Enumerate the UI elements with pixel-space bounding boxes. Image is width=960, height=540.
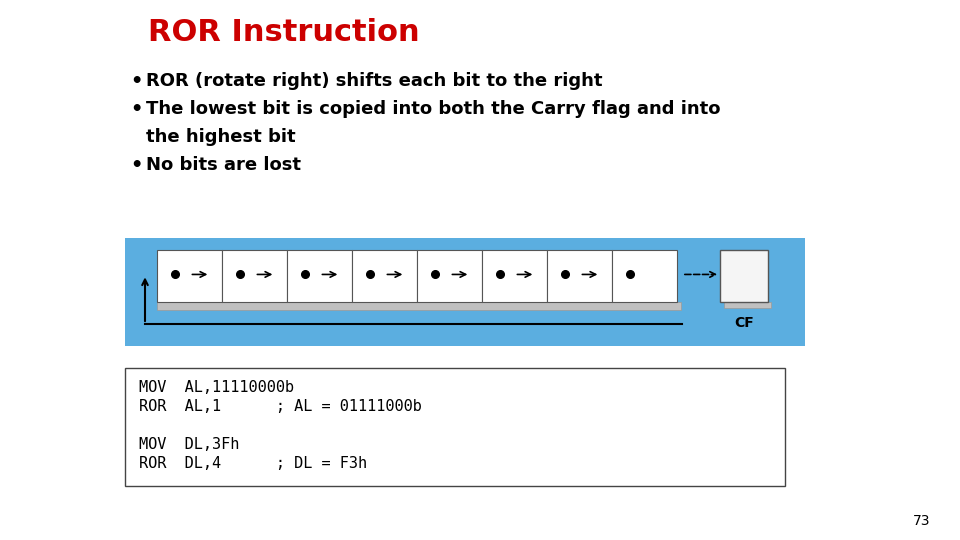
Bar — [222, 250, 287, 302]
Bar — [352, 250, 417, 302]
Bar — [720, 250, 768, 302]
Text: ROR  AL,1      ; AL = 01111000b: ROR AL,1 ; AL = 01111000b — [139, 399, 421, 414]
Text: •: • — [130, 72, 142, 91]
Text: ROR  DL,4      ; DL = F3h: ROR DL,4 ; DL = F3h — [139, 456, 367, 471]
Bar — [612, 250, 677, 302]
Bar — [482, 250, 547, 302]
Text: •: • — [130, 100, 142, 119]
Bar — [157, 302, 681, 310]
Bar — [287, 250, 352, 302]
Bar — [125, 368, 785, 486]
Text: 73: 73 — [913, 514, 930, 528]
Bar — [125, 238, 805, 346]
Text: CF: CF — [734, 316, 754, 330]
Text: No bits are lost: No bits are lost — [146, 156, 301, 174]
Bar — [547, 250, 612, 302]
Text: •: • — [130, 156, 142, 175]
Text: ROR Instruction: ROR Instruction — [148, 18, 420, 47]
Bar — [724, 302, 771, 308]
Text: MOV  DL,3Fh: MOV DL,3Fh — [139, 437, 239, 452]
Text: ROR (rotate right) shifts each bit to the right: ROR (rotate right) shifts each bit to th… — [146, 72, 603, 90]
Bar — [417, 250, 482, 302]
Bar — [157, 250, 222, 302]
Text: the highest bit: the highest bit — [146, 128, 296, 146]
Text: The lowest bit is copied into both the Carry flag and into: The lowest bit is copied into both the C… — [146, 100, 721, 118]
Text: MOV  AL,11110000b: MOV AL,11110000b — [139, 380, 294, 395]
